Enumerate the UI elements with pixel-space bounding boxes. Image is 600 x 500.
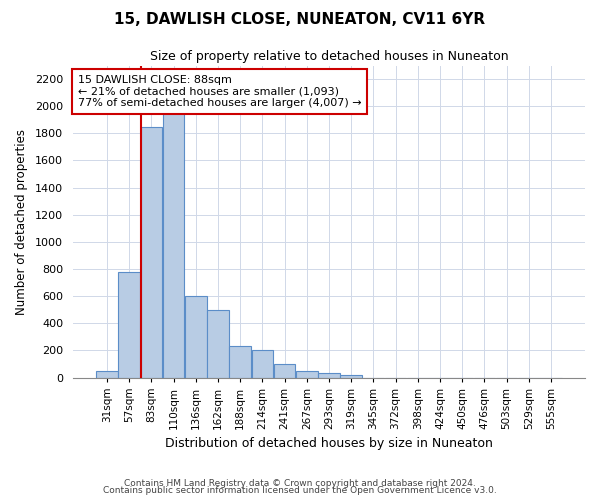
Bar [140, 126, 162, 378]
Text: Contains HM Land Registry data © Crown copyright and database right 2024.: Contains HM Land Registry data © Crown c… [124, 478, 476, 488]
Bar [340, 375, 362, 378]
X-axis label: Distribution of detached houses by size in Nuneaton: Distribution of detached houses by size … [165, 437, 493, 450]
Bar [318, 374, 340, 378]
Bar [185, 296, 206, 378]
Text: Contains public sector information licensed under the Open Government Licence v3: Contains public sector information licen… [103, 486, 497, 495]
Title: Size of property relative to detached houses in Nuneaton: Size of property relative to detached ho… [149, 50, 508, 63]
Bar [251, 350, 273, 378]
Bar [229, 346, 251, 378]
Y-axis label: Number of detached properties: Number of detached properties [15, 128, 28, 314]
Bar [163, 100, 184, 378]
Text: 15, DAWLISH CLOSE, NUNEATON, CV11 6YR: 15, DAWLISH CLOSE, NUNEATON, CV11 6YR [115, 12, 485, 28]
Bar [96, 370, 118, 378]
Text: 15 DAWLISH CLOSE: 88sqm
← 21% of detached houses are smaller (1,093)
77% of semi: 15 DAWLISH CLOSE: 88sqm ← 21% of detache… [78, 75, 362, 108]
Bar [207, 310, 229, 378]
Bar [274, 364, 295, 378]
Bar [118, 272, 140, 378]
Bar [296, 370, 317, 378]
